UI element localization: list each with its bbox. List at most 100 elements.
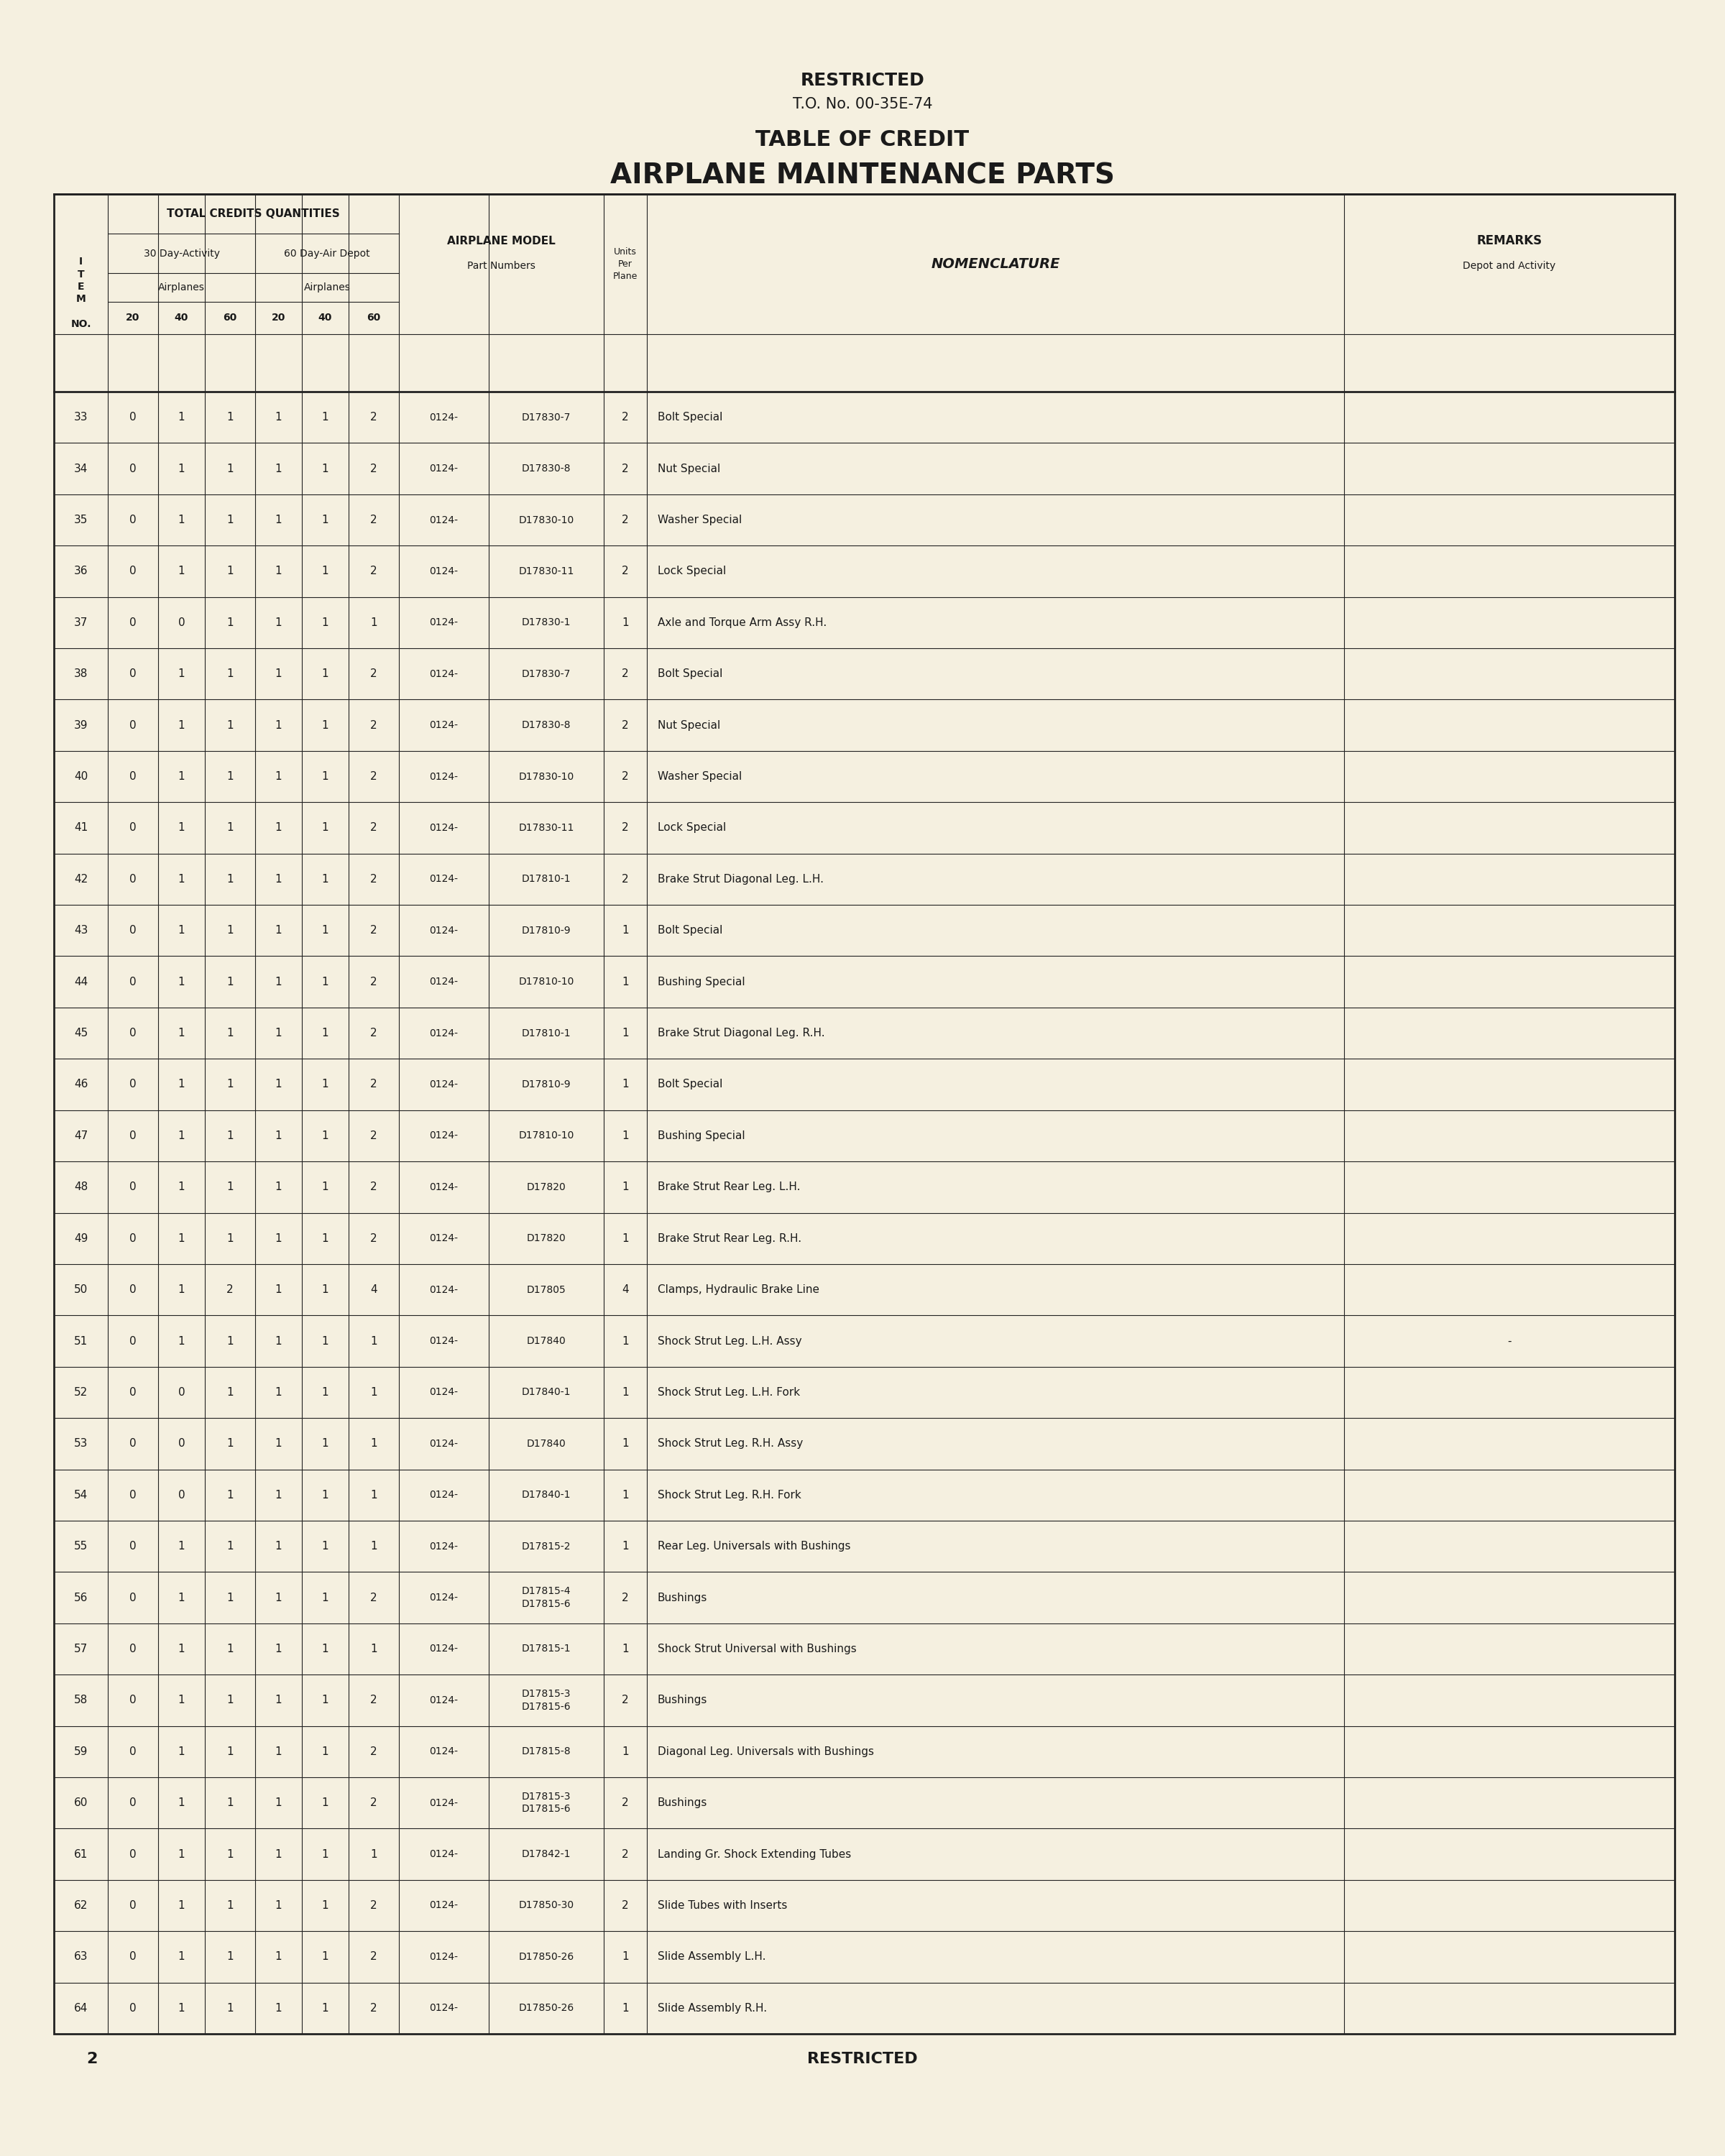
Text: 0: 0: [178, 1438, 185, 1449]
Text: 35: 35: [74, 515, 88, 526]
Text: 0124-: 0124-: [430, 668, 459, 679]
Text: 47: 47: [74, 1130, 88, 1141]
Text: 0124-: 0124-: [430, 977, 459, 987]
Text: 1: 1: [323, 1130, 329, 1141]
Text: 0: 0: [129, 1490, 136, 1501]
Text: 2: 2: [86, 2053, 97, 2065]
Text: 1: 1: [621, 1130, 630, 1141]
Text: 2: 2: [371, 977, 378, 987]
Text: 1: 1: [226, 1542, 233, 1552]
Text: 1: 1: [274, 1593, 281, 1604]
Text: 36: 36: [74, 565, 88, 576]
Text: 1: 1: [621, 617, 630, 627]
Text: 57: 57: [74, 1643, 88, 1654]
Text: 1: 1: [323, 617, 329, 627]
Text: 50: 50: [74, 1285, 88, 1296]
Text: 1: 1: [274, 1078, 281, 1089]
Text: 1: 1: [178, 1542, 185, 1552]
Text: 1: 1: [371, 617, 378, 627]
Text: 1: 1: [323, 720, 329, 731]
Text: 1: 1: [226, 1438, 233, 1449]
Text: 0124-: 0124-: [430, 515, 459, 526]
Text: 1: 1: [178, 1337, 185, 1348]
Text: 1: 1: [323, 1593, 329, 1604]
Text: 39: 39: [74, 720, 88, 731]
Text: 51: 51: [74, 1337, 88, 1348]
Text: 1: 1: [178, 1078, 185, 1089]
Text: Nut Special: Nut Special: [657, 464, 721, 474]
Text: 2: 2: [371, 412, 378, 423]
Text: 1: 1: [178, 1130, 185, 1141]
Text: 0: 0: [129, 1181, 136, 1192]
Text: 0124-: 0124-: [430, 1850, 459, 1858]
Text: 0124-: 0124-: [430, 1798, 459, 1809]
Text: 1: 1: [323, 977, 329, 987]
Text: 1: 1: [274, 925, 281, 936]
Text: 49: 49: [74, 1233, 88, 1244]
Text: 1: 1: [274, 821, 281, 832]
Text: Lock Special: Lock Special: [657, 821, 726, 832]
Text: 4: 4: [371, 1285, 378, 1296]
Text: 1: 1: [226, 1746, 233, 1757]
Text: D17810-10: D17810-10: [519, 1130, 574, 1141]
Text: Bolt Special: Bolt Special: [657, 1078, 723, 1089]
Text: I
T
E
M

NO.: I T E M NO.: [71, 257, 91, 330]
Text: 0124-: 0124-: [430, 1233, 459, 1244]
Text: 1: 1: [323, 1438, 329, 1449]
Text: NOMENCLATURE: NOMENCLATURE: [932, 257, 1059, 272]
Text: 60: 60: [74, 1798, 88, 1809]
Text: -: -: [1508, 1337, 1511, 1348]
Text: 1: 1: [226, 1130, 233, 1141]
Text: 1: 1: [226, 1386, 233, 1397]
Text: 0124-: 0124-: [430, 1695, 459, 1705]
Text: 34: 34: [74, 464, 88, 474]
Text: AIRPLANE MODEL: AIRPLANE MODEL: [447, 235, 555, 246]
Text: 1: 1: [178, 821, 185, 832]
Text: 1: 1: [178, 1746, 185, 1757]
Text: 0: 0: [129, 565, 136, 576]
Text: Bushings: Bushings: [657, 1798, 707, 1809]
Text: D17850-26: D17850-26: [519, 1951, 574, 1962]
Text: 1: 1: [621, 977, 630, 987]
Text: Bolt Special: Bolt Special: [657, 412, 723, 423]
Text: 1: 1: [274, 412, 281, 423]
Text: 1: 1: [226, 1798, 233, 1809]
Text: Shock Strut Leg. R.H. Assy: Shock Strut Leg. R.H. Assy: [657, 1438, 804, 1449]
Text: 62: 62: [74, 1899, 88, 1910]
Text: Axle and Torque Arm Assy R.H.: Axle and Torque Arm Assy R.H.: [657, 617, 826, 627]
Bar: [53, 194, 1675, 2033]
Text: 1: 1: [178, 1285, 185, 1296]
Text: 2: 2: [371, 925, 378, 936]
Text: D17815-2: D17815-2: [521, 1542, 571, 1552]
Text: 1: 1: [178, 1899, 185, 1910]
Text: D17805: D17805: [526, 1285, 566, 1296]
Text: 0: 0: [129, 1028, 136, 1039]
Text: 48: 48: [74, 1181, 88, 1192]
Text: Shock Strut Leg. L.H. Fork: Shock Strut Leg. L.H. Fork: [657, 1386, 800, 1397]
Text: 1: 1: [178, 1951, 185, 1962]
Text: 1: 1: [323, 873, 329, 884]
Text: 58: 58: [74, 1695, 88, 1705]
Text: 1: 1: [621, 1438, 630, 1449]
Text: 0: 0: [129, 1798, 136, 1809]
Text: 1: 1: [274, 1643, 281, 1654]
Text: D17830-8: D17830-8: [521, 464, 571, 474]
Text: 1: 1: [371, 1643, 378, 1654]
Text: 1: 1: [274, 1130, 281, 1141]
Text: 2: 2: [621, 1850, 630, 1861]
Text: 1: 1: [323, 1490, 329, 1501]
Text: Lock Special: Lock Special: [657, 565, 726, 576]
Text: 1: 1: [274, 2003, 281, 2014]
Text: 0124-: 0124-: [430, 464, 459, 474]
Text: 1: 1: [371, 1386, 378, 1397]
Text: 2: 2: [371, 565, 378, 576]
Text: 1: 1: [323, 1285, 329, 1296]
Text: 2: 2: [621, 1798, 630, 1809]
Text: 1: 1: [323, 821, 329, 832]
Text: 0124-: 0124-: [430, 1899, 459, 1910]
Text: D17830-8: D17830-8: [521, 720, 571, 731]
Text: 60 Day-Air Depot: 60 Day-Air Depot: [285, 248, 371, 259]
Text: 0: 0: [178, 1490, 185, 1501]
Text: 2: 2: [371, 1233, 378, 1244]
Text: 1: 1: [323, 772, 329, 783]
